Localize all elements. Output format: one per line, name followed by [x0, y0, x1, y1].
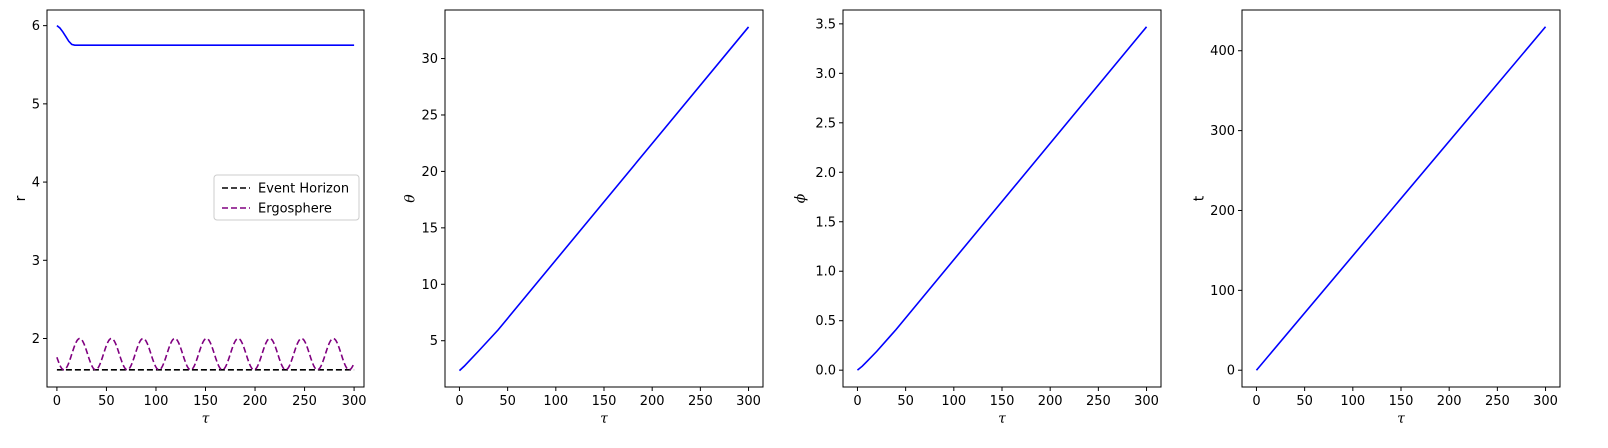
x-tick-label: 100 — [543, 394, 568, 409]
x-tick-label: 0 — [53, 394, 61, 409]
x-tick-label: 150 — [990, 394, 1015, 409]
x-axis-label-r: τ — [202, 411, 210, 427]
x-tick-label: 150 — [193, 394, 218, 409]
x-tick-label: 100 — [1340, 394, 1365, 409]
y-tick-label: 25 — [421, 108, 438, 123]
y-tick-label: 200 — [1210, 204, 1235, 219]
y-tick-label: 2.0 — [815, 166, 836, 181]
series-line-trajectory-t — [1255, 26, 1547, 371]
x-tick-label: 200 — [1038, 394, 1063, 409]
y-tick-label: 0.0 — [815, 364, 836, 379]
y-tick-label: 15 — [421, 221, 438, 236]
plot-area-t — [1255, 26, 1547, 371]
y-tick-label: 6 — [32, 19, 40, 34]
series-line-ergosphere-r — [56, 337, 355, 371]
x-tick-label: 100 — [144, 394, 169, 409]
x-tick-label: 300 — [342, 394, 367, 409]
x-axis-label-phi: τ — [998, 411, 1006, 427]
y-axis-label-phi: ϕ — [792, 193, 808, 203]
panel-phi: 0 50 100 150 200 250 300 0.0 0.5 1.0 1.5 2.0 2.5 3.0 3… — [792, 9, 1162, 427]
x-tick-label: 300 — [1533, 394, 1558, 409]
x-tick-label: 50 — [499, 394, 516, 409]
y-tick-label: 1.5 — [815, 215, 836, 230]
panel-theta: 0 50 100 150 200 250 300 5 10 15 20 25 30 τ θ — [403, 9, 764, 427]
x-axis-label-theta: τ — [600, 411, 608, 427]
x-tick-label: 300 — [736, 394, 761, 409]
y-axis-label-r: r — [13, 195, 29, 201]
y-tick-label: 5 — [32, 97, 40, 112]
legend-label-ergosphere: Ergosphere — [258, 202, 332, 217]
y-tick-label: 2 — [32, 332, 40, 347]
y-tick-label: 3.5 — [815, 17, 836, 32]
x-tick-label: 150 — [592, 394, 617, 409]
plot-area-theta — [458, 26, 750, 372]
y-tick-label: 2.5 — [815, 116, 836, 131]
y-tick-label: 1.0 — [815, 265, 836, 280]
x-axis-label-t: τ — [1397, 411, 1405, 427]
x-tick-label: 100 — [941, 394, 966, 409]
x-tick-label: 200 — [1437, 394, 1462, 409]
y-tick-label: 3 — [32, 254, 40, 269]
series-line-trajectory-r — [56, 25, 355, 46]
y-tick-label: 300 — [1210, 124, 1235, 139]
y-tick-label: 4 — [32, 176, 40, 191]
x-tick-label: 300 — [1134, 394, 1159, 409]
y-tick-label: 3.0 — [815, 67, 836, 82]
series-line-trajectory-phi — [856, 26, 1148, 371]
x-tick-label: 250 — [292, 394, 317, 409]
legend: Event Horizon Ergosphere — [213, 174, 360, 221]
x-tick-label: 250 — [688, 394, 713, 409]
y-tick-label: 400 — [1210, 44, 1235, 59]
y-tick-label: 20 — [421, 165, 438, 180]
x-tick-label: 50 — [897, 394, 914, 409]
panel-t: 0 50 100 150 200 250 300 0 100 200 300 400 τ t — [1191, 9, 1561, 427]
x-tick-label: 200 — [243, 394, 268, 409]
x-tick-label: 0 — [853, 394, 861, 409]
x-tick-label: 250 — [1485, 394, 1510, 409]
y-axis-label-theta: θ — [403, 194, 419, 203]
y-tick-label: 5 — [430, 334, 438, 349]
plot-area-r — [56, 25, 355, 371]
x-tick-label: 150 — [1389, 394, 1414, 409]
series-line-trajectory-theta — [458, 26, 750, 372]
y-tick-label: 10 — [421, 278, 438, 293]
x-tick-label: 250 — [1086, 394, 1111, 409]
x-tick-label: 50 — [98, 394, 115, 409]
legend-frame — [213, 174, 360, 221]
y-tick-label: 30 — [421, 52, 438, 67]
y-tick-label: 0 — [1227, 364, 1235, 379]
x-tick-label: 0 — [455, 394, 463, 409]
legend-label-event-horizon: Event Horizon — [258, 182, 349, 197]
panel-r: 0 50 100 150 200 250 300 2 3 4 5 6 τ r Event Horizon Er… — [13, 9, 367, 427]
y-tick-label: 0.5 — [815, 314, 836, 329]
x-tick-label: 0 — [1252, 394, 1260, 409]
plot-area-phi — [856, 26, 1148, 371]
x-tick-label: 50 — [1296, 394, 1313, 409]
y-tick-label: 100 — [1210, 284, 1235, 299]
y-axis-label-t: t — [1191, 195, 1207, 201]
x-tick-label: 200 — [640, 394, 665, 409]
